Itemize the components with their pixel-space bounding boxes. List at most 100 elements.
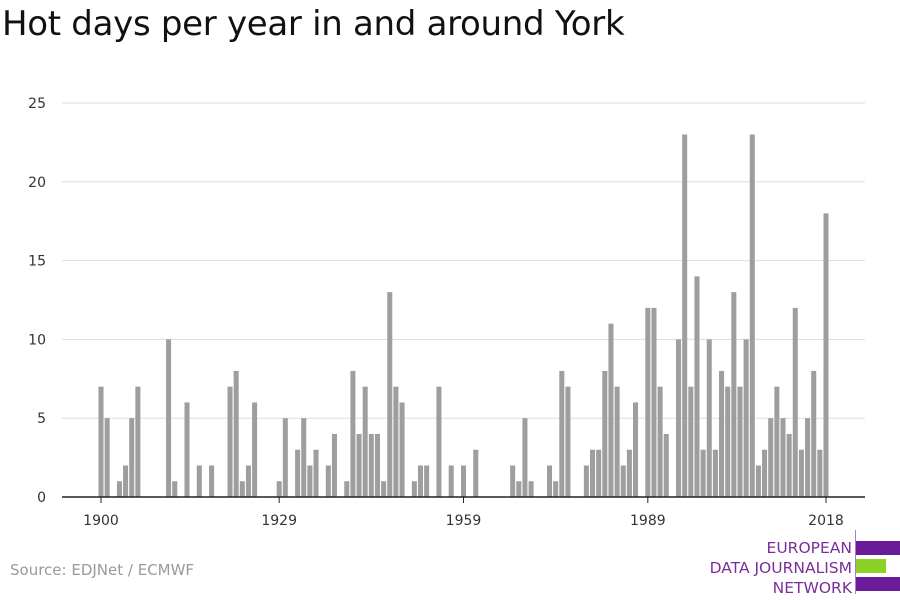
bar-1984: [614, 386, 620, 497]
bar-1914: [184, 402, 190, 497]
bar-1992: [663, 433, 669, 497]
bar-1995: [682, 134, 688, 497]
bar-1955: [436, 386, 442, 497]
bar-1933: [301, 418, 307, 497]
bar-1998: [700, 449, 706, 497]
y-tick-label-5: 5: [37, 411, 46, 427]
bar-1967: [510, 465, 516, 497]
bar-1938: [331, 433, 337, 497]
bar-1903: [116, 481, 122, 497]
bar-1916: [196, 465, 202, 497]
bar-1997: [694, 276, 700, 497]
x-tick-label-1929: 1929: [261, 513, 297, 529]
bar-1911: [166, 339, 172, 497]
bar-1973: [546, 465, 553, 497]
bar-1923: [239, 481, 245, 497]
bar-1941: [350, 370, 356, 497]
bar-1991: [657, 386, 663, 497]
bar-1980: [590, 449, 596, 497]
bar-1905: [129, 418, 135, 497]
x-axis-ticks: 1900 1929 1959 1989 2018: [83, 497, 844, 529]
edjnet-logo: EUROPEAN DATA JOURNALISM NETWORK: [700, 530, 900, 597]
bar-1912: [172, 481, 178, 497]
bar-1982: [602, 370, 608, 497]
bar-2018: [823, 213, 829, 497]
logo-bar-top: [856, 541, 900, 555]
bar-1949: [399, 402, 405, 497]
bar-1922: [233, 370, 239, 497]
bar-1981: [596, 449, 602, 497]
y-tick-label-10: 10: [28, 332, 46, 348]
bar-1970: [528, 481, 534, 497]
bars: [98, 134, 829, 497]
bar-2008: [762, 449, 768, 497]
logo-bar-bottom: [856, 577, 900, 591]
bar-1985: [620, 465, 626, 497]
bar-2009: [768, 418, 774, 497]
bar-1994: [676, 339, 682, 497]
bar-2014: [798, 449, 804, 497]
bar-1986: [626, 449, 632, 497]
y-tick-label-25: 25: [28, 96, 46, 112]
bar-1968: [516, 481, 522, 497]
y-tick-label-20: 20: [28, 175, 46, 191]
bar-1901: [104, 418, 110, 497]
bar-1974: [553, 481, 559, 497]
x-tick-label-2018: 2018: [808, 513, 844, 529]
bar-2011: [780, 418, 786, 497]
bar-2013: [792, 307, 798, 497]
logo-divider: [855, 530, 856, 594]
bar-1944: [368, 433, 374, 497]
bar-1906: [135, 386, 141, 497]
bar-1904: [123, 465, 129, 497]
bar-1996: [688, 386, 694, 497]
bar-1979: [583, 465, 589, 497]
x-tick-label-1959: 1959: [446, 513, 482, 529]
bar-1900: [98, 386, 104, 497]
logo-line-2: DATA JOURNALISM: [709, 559, 852, 577]
bar-1921: [227, 386, 233, 497]
bar-1925: [252, 402, 258, 497]
bar-1918: [209, 465, 215, 497]
bar-1989: [645, 307, 651, 497]
bar-2010: [774, 386, 780, 497]
bar-1948: [393, 386, 399, 497]
bar-2004: [737, 386, 743, 497]
logo-line-1: EUROPEAN: [766, 539, 852, 557]
bar-2002: [725, 386, 731, 497]
x-tick-label-1989: 1989: [630, 513, 666, 529]
bar-2007: [755, 465, 761, 497]
bar-1934: [307, 465, 313, 497]
chart-title: Hot days per year in and around York: [2, 4, 625, 44]
bar-2000: [712, 449, 718, 497]
y-tick-label-15: 15: [28, 254, 46, 270]
bar-1940: [344, 481, 350, 497]
bar-1976: [565, 386, 571, 497]
bar-1945: [374, 433, 381, 497]
bar-1957: [448, 465, 454, 497]
bar-1942: [356, 433, 362, 497]
bar-1959: [460, 465, 467, 497]
bar-1987: [633, 402, 639, 497]
bar-1943: [362, 386, 368, 497]
bar-1983: [608, 323, 614, 497]
bar-2012: [786, 433, 792, 497]
bar-1946: [381, 481, 387, 497]
bar-1929: [276, 481, 282, 497]
bar-2016: [811, 370, 817, 497]
bar-1947: [387, 292, 393, 497]
bar-1952: [417, 465, 424, 497]
bar-1990: [651, 307, 657, 497]
logo-line-3: NETWORK: [772, 579, 852, 597]
y-axis-ticks: 0 5 10 15 20 25: [28, 96, 46, 506]
bar-2017: [817, 449, 823, 497]
bar-1935: [313, 449, 319, 497]
bar-1961: [473, 449, 479, 497]
y-tick-label-0: 0: [37, 490, 46, 506]
logo-bar-middle: [856, 559, 886, 573]
bar-1937: [325, 465, 331, 497]
bar-1924: [245, 465, 251, 497]
grid-lines: [62, 102, 865, 419]
bar-2001: [719, 370, 725, 497]
